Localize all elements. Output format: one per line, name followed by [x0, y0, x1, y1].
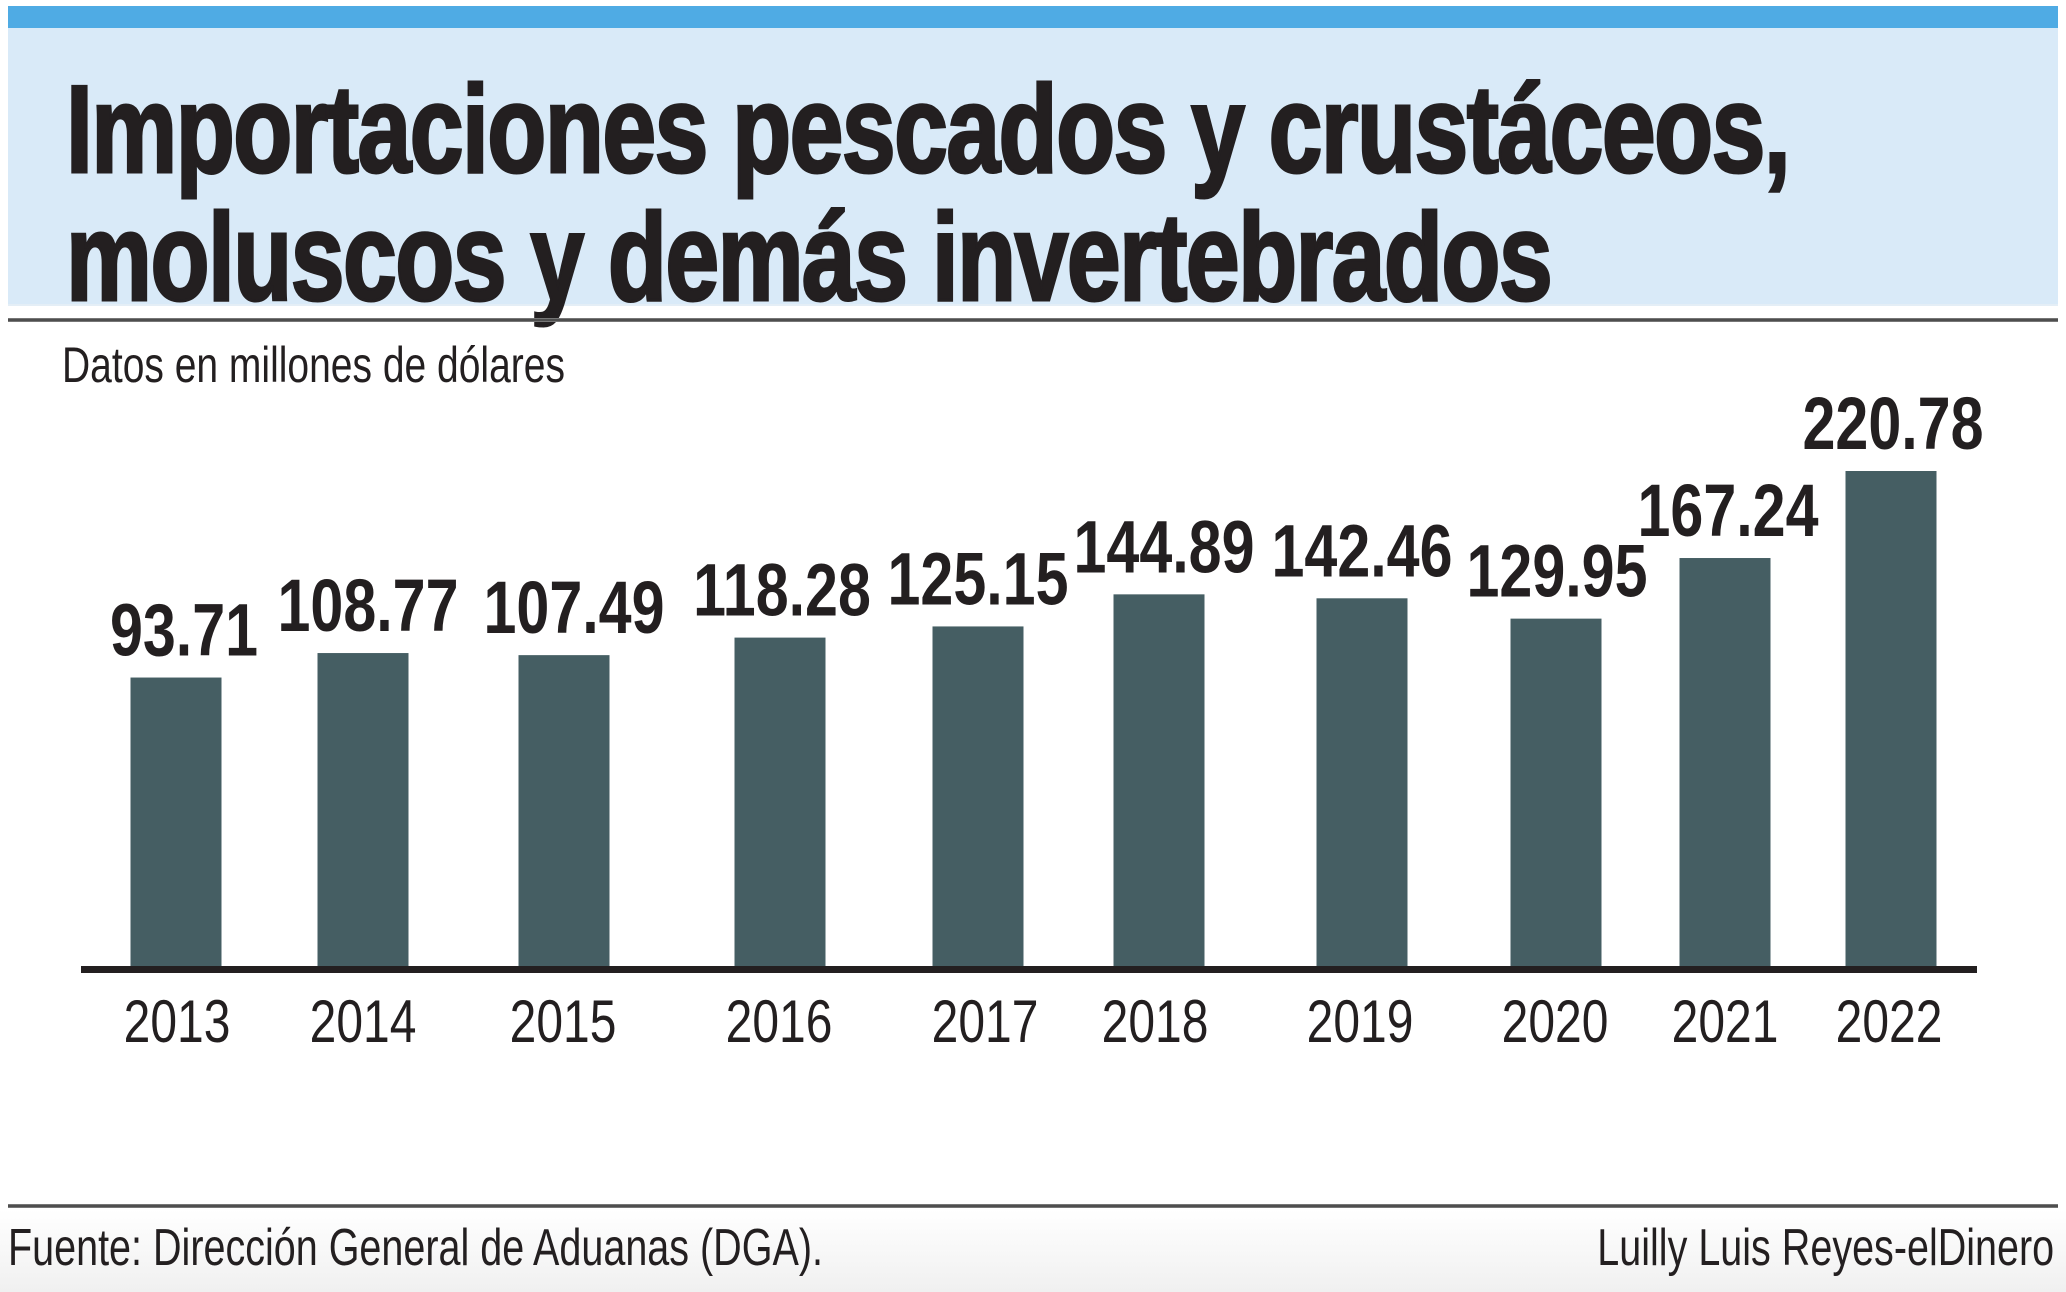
- x-tick-label-2018: 2018: [1102, 988, 1209, 1055]
- chart-title-line-2: moluscos y demás invertebrados: [65, 189, 1554, 327]
- x-tick-label-2019: 2019: [1307, 988, 1414, 1055]
- footer: [0, 1210, 2066, 1292]
- x-tick-label-2021: 2021: [1672, 988, 1779, 1055]
- x-tick-labels-group: 2013 2014 2015 2016 2017 2018 2019 2020 2021 2022: [124, 988, 1943, 1055]
- bar-2018: [1113, 594, 1205, 968]
- value-label-2015: 107.49: [483, 567, 664, 650]
- value-label-2017: 125.15: [887, 538, 1068, 621]
- bar-2014: [317, 653, 409, 968]
- x-tick-label-2016: 2016: [726, 988, 833, 1055]
- value-label-2018: 144.89: [1073, 506, 1254, 589]
- value-label-2019: 142.46: [1271, 510, 1452, 593]
- bar-2017: [932, 626, 1024, 968]
- value-label-2020: 129.95: [1466, 530, 1647, 613]
- header-accent-bar: [8, 6, 2058, 28]
- x-tick-label-2017: 2017: [932, 988, 1039, 1055]
- chart-title-line-1: Importaciones pescados y crustáceos,: [65, 61, 1792, 199]
- x-tick-label-2020: 2020: [1502, 988, 1609, 1055]
- x-axis-line: [81, 966, 1977, 973]
- bar-2016: [734, 637, 826, 968]
- top-divider: [8, 318, 2058, 322]
- bar-2021: [1679, 558, 1771, 968]
- bars-group: [130, 471, 1937, 968]
- source-note: Fuente: Dirección General de Aduanas (DG…: [8, 1219, 823, 1277]
- x-tick-label-2013: 2013: [124, 988, 231, 1055]
- author-credit: Luilly Luis Reyes-elDinero: [1597, 1219, 2054, 1277]
- value-label-2013: 93.71: [110, 589, 258, 672]
- bar-2013: [130, 677, 222, 968]
- chart-subtitle: Datos en millones de dólares: [62, 337, 565, 393]
- x-tick-label-2014: 2014: [310, 988, 417, 1055]
- bottom-divider: [8, 1204, 2058, 1208]
- bar-2015: [518, 655, 610, 968]
- value-label-2022: 220.78: [1802, 383, 1983, 466]
- value-label-2014: 108.77: [277, 565, 458, 648]
- value-label-2021: 167.24: [1637, 470, 1818, 553]
- x-tick-label-2015: 2015: [510, 988, 617, 1055]
- value-labels-group: 93.71 108.77 107.49 118.28 125.15 144.89 142.4…: [110, 383, 1984, 672]
- title-panel: Importaciones pescados y crustáceos, mol…: [8, 28, 2058, 322]
- bar-chart: 93.71 108.77 107.49 118.28 125.15 144.89 142.4…: [81, 383, 1984, 1055]
- bar-2020: [1510, 618, 1602, 968]
- bar-2019: [1316, 598, 1408, 968]
- value-label-2016: 118.28: [693, 549, 871, 632]
- bar-2022: [1845, 471, 1937, 968]
- x-tick-label-2022: 2022: [1836, 988, 1943, 1055]
